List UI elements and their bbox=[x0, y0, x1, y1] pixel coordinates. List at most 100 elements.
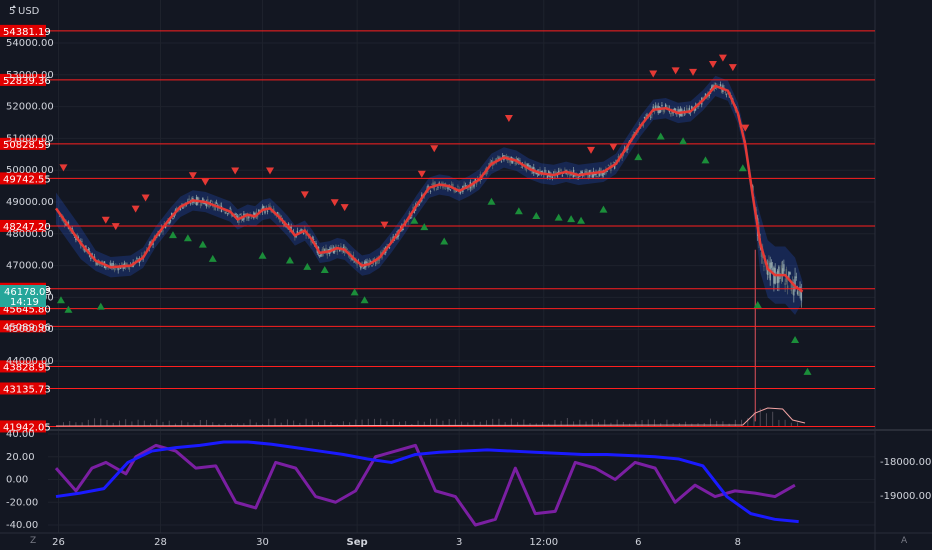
candle-body bbox=[659, 108, 662, 112]
candle-body bbox=[64, 223, 66, 225]
time-tick-label: 8 bbox=[735, 537, 741, 548]
candle-body bbox=[638, 123, 641, 126]
candle-body bbox=[175, 207, 178, 210]
candle-body bbox=[544, 169, 546, 173]
buy-marker bbox=[599, 205, 608, 213]
candle-body bbox=[81, 241, 83, 243]
candle-body bbox=[336, 248, 338, 253]
candle-body bbox=[796, 291, 799, 295]
candle-body bbox=[776, 270, 779, 284]
candle-body bbox=[173, 215, 175, 217]
candle-body bbox=[312, 239, 315, 240]
candle-body bbox=[136, 257, 138, 259]
candle-body bbox=[280, 215, 282, 218]
buy-marker bbox=[753, 301, 762, 309]
sell-marker bbox=[609, 143, 618, 151]
candle-body bbox=[324, 249, 326, 252]
sell-marker bbox=[741, 124, 750, 132]
level-label-bg bbox=[0, 320, 46, 333]
candle-body bbox=[225, 211, 228, 214]
level-label: 43135.73 bbox=[3, 384, 51, 395]
osc-tick-label: 0.00 bbox=[6, 475, 28, 486]
moving-average bbox=[54, 84, 804, 293]
sell-marker bbox=[689, 68, 698, 76]
auto-scale-right-button[interactable]: A bbox=[901, 536, 908, 546]
candle-body bbox=[302, 233, 305, 235]
candle-body bbox=[362, 267, 365, 269]
level-label: 52839.36 bbox=[3, 76, 51, 87]
level-label-bg bbox=[0, 219, 46, 232]
candle-body bbox=[651, 114, 653, 116]
candle-body bbox=[784, 282, 786, 286]
candle-body bbox=[788, 271, 790, 281]
candle-body bbox=[780, 265, 783, 282]
auto-scale-left-button[interactable]: Z bbox=[30, 536, 36, 546]
candle-body bbox=[251, 216, 254, 218]
candle-body bbox=[241, 219, 244, 221]
candle-body bbox=[264, 210, 266, 214]
candle-body bbox=[538, 172, 540, 176]
candle-body bbox=[783, 264, 785, 272]
candle-body bbox=[585, 171, 587, 173]
osc-tick-label: -40.00 bbox=[6, 520, 38, 531]
level-label-bg bbox=[0, 172, 46, 185]
buy-marker bbox=[803, 367, 812, 375]
candle-body bbox=[539, 169, 541, 172]
sell-marker bbox=[231, 167, 240, 175]
candle-body bbox=[310, 239, 312, 243]
candle-body bbox=[601, 172, 603, 177]
svg-text:Z[interactable]: Z bbox=[30, 536, 36, 546]
sell-marker bbox=[649, 70, 658, 78]
candle-body bbox=[402, 228, 404, 231]
ma-line bbox=[54, 84, 804, 293]
candle-body bbox=[75, 237, 77, 241]
candle-body bbox=[671, 110, 673, 114]
buy-marker bbox=[532, 212, 541, 219]
candle-body bbox=[121, 262, 123, 267]
candle-body bbox=[447, 187, 449, 190]
candle-body bbox=[499, 157, 501, 158]
candle-body bbox=[370, 261, 372, 262]
osc-right-tick-label: -19000.00 bbox=[880, 491, 931, 502]
price-tick-label: 53000.00 bbox=[6, 70, 54, 81]
candle-body bbox=[712, 84, 714, 89]
level-label: 43828.95 bbox=[3, 362, 51, 373]
candle-body bbox=[763, 265, 765, 267]
candle-body bbox=[164, 225, 167, 229]
candle-body bbox=[300, 228, 302, 232]
candle-body bbox=[229, 207, 231, 209]
candle-body bbox=[322, 248, 325, 254]
candle-body bbox=[223, 210, 225, 212]
candle-body bbox=[168, 221, 170, 224]
price-tick-label: 50000.00 bbox=[6, 165, 54, 176]
candle-body bbox=[256, 214, 259, 218]
level-label: 54381.19 bbox=[3, 27, 51, 38]
sell-marker bbox=[430, 145, 439, 153]
buy-marker bbox=[360, 296, 369, 304]
svg-text:A[interactable]: A bbox=[901, 536, 908, 546]
candle-body bbox=[387, 244, 389, 245]
sell-marker bbox=[587, 146, 596, 154]
candle-body bbox=[666, 106, 668, 108]
chevron-up-icon[interactable] bbox=[12, 5, 16, 8]
candle-body bbox=[794, 276, 796, 290]
candle-body bbox=[779, 277, 781, 279]
sell-marker bbox=[330, 199, 339, 207]
band-fill bbox=[56, 75, 803, 315]
candle-body bbox=[417, 206, 419, 207]
candle-body bbox=[606, 171, 608, 173]
candle-body bbox=[337, 245, 340, 246]
candle-body bbox=[439, 186, 442, 188]
candle-body bbox=[704, 93, 707, 98]
buy-marker bbox=[285, 256, 294, 264]
candle-body bbox=[480, 178, 483, 180]
price-tick-label: 47000.00 bbox=[6, 261, 54, 272]
candle-body bbox=[452, 183, 454, 187]
candle-body bbox=[725, 93, 728, 95]
candle-body bbox=[73, 236, 76, 238]
candle-body bbox=[250, 217, 253, 219]
time-tick-label: 30 bbox=[256, 537, 269, 548]
candle-body bbox=[449, 189, 452, 191]
candle-body bbox=[388, 247, 391, 249]
candle-body bbox=[552, 171, 555, 173]
